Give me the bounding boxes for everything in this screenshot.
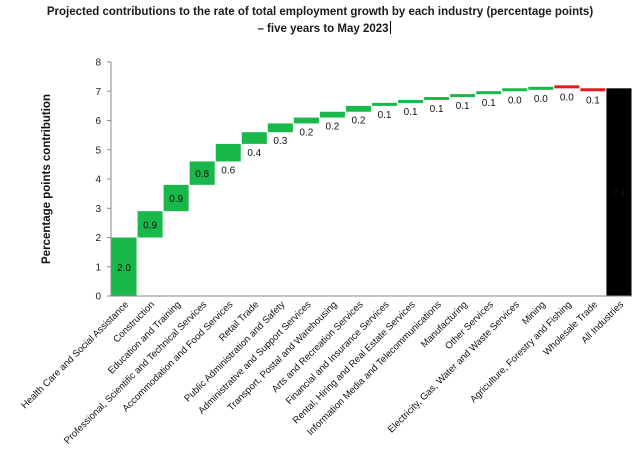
bar	[398, 99, 424, 103]
bar	[293, 117, 319, 124]
data-label: 0.1	[456, 101, 470, 112]
y-tick-label: 0	[95, 292, 101, 303]
data-label: 0.2	[325, 122, 339, 133]
data-label: 0.4	[247, 148, 261, 159]
y-tick-label: 4	[95, 175, 101, 186]
bar	[580, 88, 606, 92]
bar	[502, 88, 528, 92]
y-tick-label: 8	[95, 58, 101, 69]
bar	[372, 102, 398, 106]
bar	[554, 85, 580, 89]
bar	[137, 211, 163, 238]
data-label: 0.1	[430, 104, 444, 115]
bar	[111, 237, 137, 296]
data-label: 2.0	[117, 263, 131, 274]
y-tick-label: 7	[95, 87, 101, 98]
data-label: 0.2	[352, 116, 366, 127]
data-label: 7.1	[612, 188, 626, 199]
data-label: 0.1	[482, 98, 496, 109]
y-tick-label: 1	[95, 262, 101, 273]
data-label: 0.0	[534, 94, 548, 105]
bar	[319, 111, 345, 118]
data-label: 0.1	[404, 107, 418, 118]
data-label: 0.1	[378, 110, 392, 121]
data-label: 0.9	[169, 194, 183, 205]
chart-title-line1: Projected contributions to the rate of t…	[46, 6, 594, 18]
bar	[476, 91, 502, 95]
data-label: 0.0	[508, 95, 522, 106]
bar	[267, 123, 293, 133]
data-label: 0.9	[143, 220, 157, 231]
bar	[189, 161, 215, 185]
bar	[450, 94, 476, 98]
y-tick-label: 2	[95, 233, 101, 244]
data-label: 0.3	[273, 136, 287, 147]
bar	[163, 184, 189, 212]
y-tick-label: 3	[95, 204, 101, 215]
y-axis-title: Percentage points contribution	[41, 94, 53, 264]
chart-title: Projected contributions to the rate of t…	[0, 4, 640, 38]
bar	[215, 143, 241, 162]
bar	[241, 132, 267, 144]
chart-title-line2: – five years to May 2023	[257, 23, 389, 35]
bar	[345, 105, 371, 112]
data-label: 0.6	[221, 165, 235, 176]
data-label: 0.0	[560, 92, 574, 103]
bar	[528, 86, 554, 90]
y-tick-label: 5	[95, 145, 101, 156]
data-label: 0.8	[195, 169, 209, 180]
data-label: 0.2	[299, 127, 313, 138]
data-label: 0.1	[586, 95, 600, 106]
bar	[424, 97, 450, 101]
y-tick-label: 6	[95, 116, 101, 127]
text-cursor	[389, 21, 391, 34]
bar	[606, 88, 632, 296]
